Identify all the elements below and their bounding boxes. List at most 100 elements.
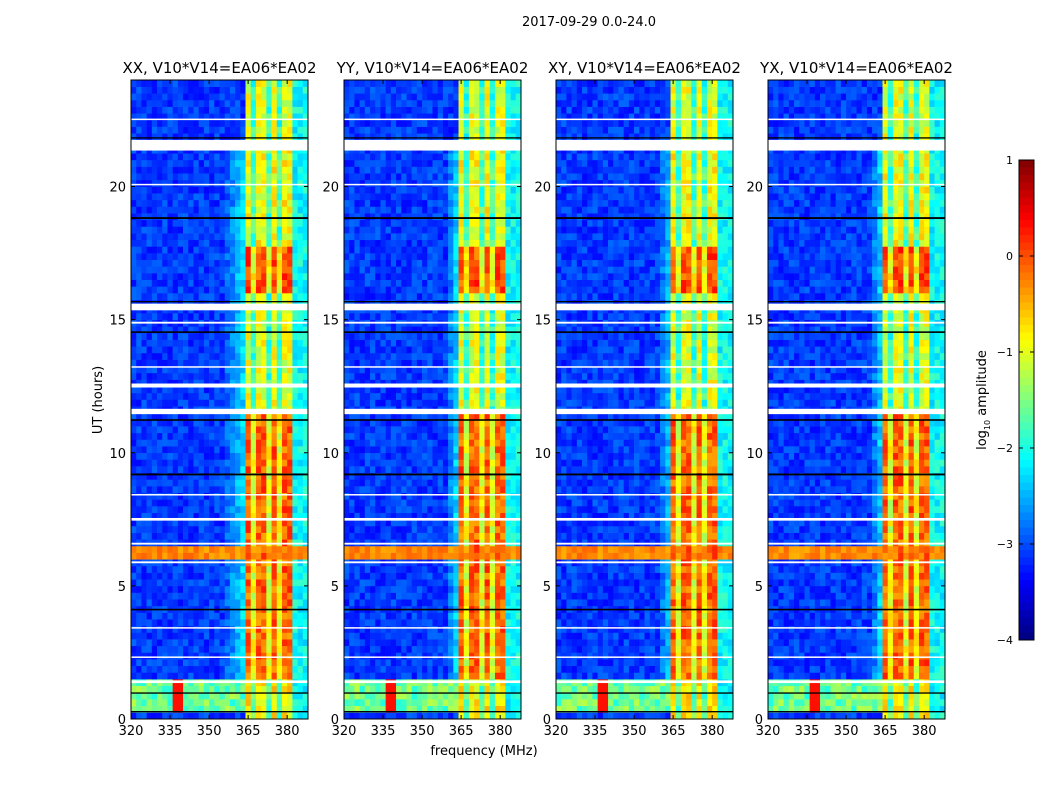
heatmap-cell [177, 106, 184, 114]
heatmap-cell [416, 452, 423, 460]
heatmap-cell [302, 565, 309, 573]
heatmap-cell [515, 652, 522, 660]
heatmap-cell [261, 166, 267, 174]
heatmap-cell [245, 386, 252, 394]
heatmap-cell [261, 432, 267, 440]
heatmap-cell [151, 452, 158, 460]
heatmap-cell [219, 532, 226, 540]
heatmap-cell [302, 279, 309, 287]
heatmap-cell [510, 639, 517, 647]
heatmap-cell [411, 512, 418, 520]
heatmap-cell [261, 379, 267, 387]
heatmap-cell [479, 699, 485, 706]
heatmap-cell [162, 386, 168, 394]
heatmap-cell [510, 532, 517, 540]
heatmap-cell [198, 412, 205, 420]
heatmap-cell [406, 712, 412, 720]
heatmap-cell [281, 366, 288, 374]
heatmap-cell [162, 612, 168, 620]
heatmap-cell [136, 512, 142, 520]
heatmap-cell [292, 672, 298, 680]
heatmap-cell [172, 193, 179, 201]
heatmap-cell [146, 426, 153, 434]
heatmap-cell [474, 612, 480, 620]
heatmap-cell [396, 452, 402, 460]
heatmap-cell [245, 153, 252, 161]
heatmap-cell [245, 685, 252, 693]
heatmap-cell [354, 486, 360, 493]
heatmap-cell [349, 466, 355, 474]
heatmap-cell [401, 519, 407, 527]
heatmap-cell [396, 512, 402, 520]
heatmap-cell [344, 665, 350, 673]
heatmap-cell [266, 219, 272, 227]
heatmap-cell [281, 572, 288, 580]
heatmap-cell [302, 159, 309, 167]
heatmap-cell [183, 193, 189, 201]
heatmap-cell [235, 512, 241, 520]
heatmap-cell [364, 519, 371, 527]
heatmap-cell [255, 246, 262, 254]
heatmap-cell [162, 372, 168, 380]
heatmap-cell [510, 705, 517, 713]
heatmap-cell [453, 392, 459, 400]
heatmap-cell [411, 479, 418, 487]
heatmap-cell [396, 712, 402, 720]
heatmap-cell [287, 366, 293, 374]
heatmap-cell [224, 332, 231, 340]
heatmap-cell [468, 565, 475, 573]
heatmap-cell [240, 486, 246, 493]
heatmap-cell [287, 86, 293, 94]
heatmap-cell [500, 565, 506, 573]
heatmap-cell [494, 672, 501, 680]
heatmap-cell [510, 645, 517, 653]
heatmap-cell [193, 119, 199, 127]
heatmap-cell [287, 166, 293, 174]
heatmap-cell [297, 299, 304, 307]
heatmap-cell [131, 479, 137, 487]
heatmap-cell [219, 499, 226, 507]
heatmap-cell [266, 519, 272, 527]
heatmap-cell [203, 685, 210, 693]
heatmap-cell [515, 639, 522, 647]
heatmap-cell [219, 119, 226, 127]
heatmap-cell [224, 153, 231, 161]
heatmap-cell [359, 599, 366, 607]
heatmap-cell [292, 572, 298, 580]
heatmap-cell [235, 659, 241, 667]
heatmap-cell [209, 552, 215, 560]
heatmap-cell [458, 472, 465, 480]
heatmap-cell [141, 179, 147, 187]
heatmap-cell [276, 452, 283, 460]
heatmap-cell [416, 499, 423, 507]
heatmap-cell [193, 213, 199, 221]
heatmap-cell [219, 459, 226, 467]
heatmap-cell [162, 159, 168, 167]
heatmap-cell [245, 126, 252, 134]
heatmap-cell [162, 346, 168, 354]
heatmap-cell [494, 486, 501, 493]
heatmap-cell [468, 685, 475, 693]
heatmap-cell [266, 552, 272, 560]
heatmap-cell [250, 472, 257, 480]
heatmap-cell [131, 599, 137, 607]
heatmap-cell [188, 692, 194, 700]
heatmap-cell [505, 665, 511, 673]
heatmap-cell [157, 579, 163, 587]
heatmap-cell [344, 705, 350, 713]
heatmap-cell [136, 266, 142, 274]
heatmap-cell [198, 459, 205, 467]
heatmap-cell [292, 193, 298, 201]
heatmap-cell [416, 659, 423, 667]
heatmap-cell [442, 579, 449, 587]
heatmap-cell [349, 512, 355, 520]
heatmap-cell [432, 625, 439, 633]
heatmap-cell [468, 645, 475, 653]
heatmap-cell [422, 412, 428, 420]
heatmap-cell [287, 466, 293, 474]
heatmap-cell [484, 685, 491, 693]
heatmap-cell [416, 565, 423, 573]
heatmap-cell [167, 159, 173, 167]
heatmap-cell [281, 492, 288, 500]
heatmap-cell [157, 419, 163, 427]
